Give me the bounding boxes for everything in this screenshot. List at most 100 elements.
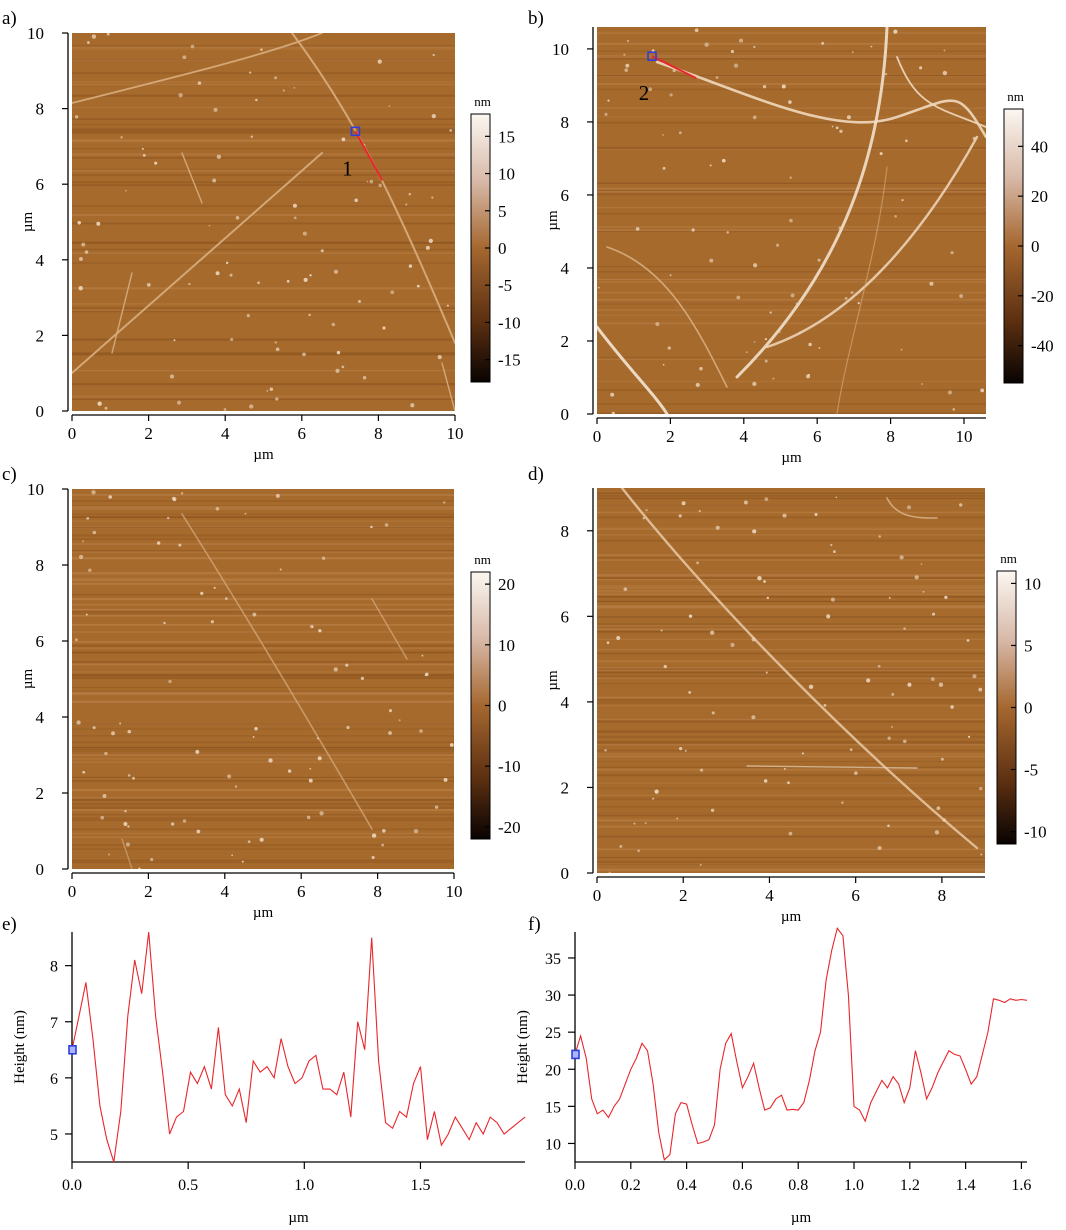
surface-particle [432,53,435,57]
y-tick-label: 8 [36,100,45,119]
surface-particle [100,815,105,820]
surface-particle [726,231,729,234]
surface-particle [188,282,191,286]
surface-particle [279,568,282,571]
y-tick-label: 10 [552,40,569,59]
surface-particle [366,180,369,183]
surface-particle [783,767,786,770]
surface-particle [764,337,768,341]
profile-number-label: 2 [639,81,650,105]
surface-particle [980,388,985,393]
surface-particle [91,490,96,495]
surface-particle [275,493,280,498]
x-tick-label: 4 [740,427,749,446]
surface-particle [287,769,292,773]
x-tick-label: 0.8 [788,1177,808,1194]
colorbar-unit-label: nm [474,552,491,567]
x-tick-label: 4 [765,886,774,905]
fiber-strand [606,246,728,388]
surface-particle [382,829,386,833]
surface-particle [844,296,848,300]
surface-particle [235,215,240,220]
surface-particle [901,198,904,202]
surface-particle [795,302,798,305]
colorbar-tick-label: 10 [1024,574,1041,593]
x-axis-title: µm [791,1210,812,1226]
fiber-strand [441,362,455,411]
surface-particle [769,311,772,314]
surface-particle [688,614,693,618]
x-tick-label: 0 [68,882,77,901]
surface-particle [980,853,983,856]
surface-particle [119,722,122,725]
surface-particle [369,179,374,184]
surface-particle [906,505,912,510]
x-tick-label: 2 [679,886,688,905]
surface-particle [252,735,255,738]
panel-b-afm-image [597,27,986,414]
surface-particle [835,126,839,130]
surface-particle [104,406,108,410]
panel-c: c) 0 2 4 6 8 10 0 2 4 6 8 10 µm µm nm 20 10 0 -10 -20 [2,464,521,921]
surface-particle [246,314,250,318]
surface-particle [354,198,358,203]
surface-particle [959,294,964,298]
y-tick-label: 4 [36,251,45,270]
surface-particle [645,508,648,512]
surface-particle [943,49,946,52]
surface-particle [704,42,709,47]
surface-particle [711,711,715,715]
fiber-strand [836,166,888,414]
surface-particle [166,516,170,520]
surface-particle [870,45,873,48]
surface-particle [730,49,735,54]
surface-particle [449,129,453,132]
y-tick-label: 7 [50,1015,58,1032]
x-tick-label: 0.0 [62,1177,82,1194]
surface-particle [168,679,172,684]
y-tick-label: 10 [27,480,44,499]
surface-particle [753,45,756,49]
surface-particle [709,164,712,167]
surface-particle [274,76,278,80]
surface-particle [733,63,739,68]
fiber-strand [72,152,323,374]
x-tick-label: 0.6 [732,1177,752,1194]
x-tick-label: 0 [68,424,77,443]
surface-particle [624,68,628,72]
surface-particle [255,98,258,102]
surface-particle [801,752,805,755]
surface-particle [97,401,102,406]
y-tick-label: 2 [36,326,45,345]
surface-particle [446,304,449,307]
y-tick-label: 8 [561,522,570,541]
surface-particle [696,561,699,565]
surface-particle [320,249,324,253]
surface-particle [124,810,127,813]
surface-particle [86,41,90,44]
surface-particle [878,535,881,538]
surface-particle [176,400,182,405]
surface-particle [274,341,277,344]
surface-particle [127,774,131,777]
surface-particle [604,112,608,116]
x-tick-label: 1.5 [410,1177,430,1194]
surface-particle [92,726,96,730]
x-tick-label: 0 [593,886,602,905]
panel-a: a) 0 2 4 6 8 10 0 2 4 6 8 10 µm µm 1 nm 15 10 5 0 -5 -10 -15 [2,8,521,463]
surface-particle [626,39,630,43]
surface-particle [751,637,756,642]
surface-particle [424,674,427,677]
surface-particle [849,748,853,752]
panel-a-axes: 0 2 4 6 8 10 0 2 4 6 8 10 µm µm 1 [20,24,464,463]
colorbar-tick-label: 15 [498,127,515,146]
y-tick-label: 2 [561,332,570,351]
surface-particle [633,822,636,825]
surface-particle [710,808,715,813]
surface-particle [888,596,891,599]
surface-particle [743,500,748,505]
surface-particle [648,87,653,92]
surface-particle [341,137,346,142]
surface-particle [947,390,952,395]
surface-particle [336,350,341,355]
